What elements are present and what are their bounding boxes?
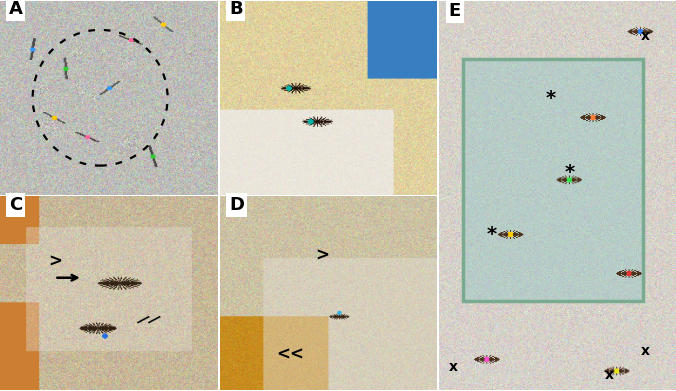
- Text: C: C: [9, 196, 22, 214]
- Text: *: *: [546, 89, 556, 108]
- Text: x: x: [605, 368, 614, 382]
- Text: x: x: [641, 29, 650, 43]
- Text: x: x: [641, 344, 650, 358]
- Text: >: >: [316, 246, 330, 264]
- Bar: [463, 59, 643, 301]
- Text: /: /: [135, 313, 149, 327]
- Text: >: >: [48, 252, 62, 270]
- Text: B: B: [229, 0, 243, 18]
- Text: /: /: [146, 313, 160, 327]
- Text: A: A: [9, 0, 22, 18]
- Text: D: D: [229, 196, 244, 214]
- Text: *: *: [487, 225, 496, 244]
- Text: E: E: [449, 2, 461, 20]
- Text: *: *: [564, 163, 575, 182]
- Text: <<: <<: [276, 345, 305, 363]
- Text: x: x: [449, 360, 458, 374]
